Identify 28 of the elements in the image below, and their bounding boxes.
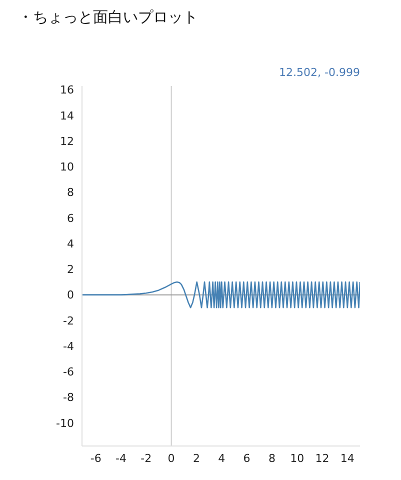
y-tick-label: -2 — [63, 314, 74, 328]
y-tick-label: 16 — [60, 84, 74, 97]
x-tick-label: 12 — [315, 452, 330, 465]
y-tick-label: 14 — [60, 109, 74, 122]
y-tick-label: -8 — [63, 391, 74, 404]
x-tick-label: 14 — [340, 452, 354, 465]
y-tick-label: 10 — [60, 160, 74, 174]
text: 12.502, -0.999 — [279, 66, 360, 79]
y-tick-label: 0 — [67, 288, 74, 302]
y-tick-label: -6 — [63, 366, 74, 379]
x-tick-label: 4 — [218, 452, 226, 465]
line-series — [82, 281, 360, 308]
x-tick-label: -6 — [90, 452, 102, 465]
y-tick-label: 2 — [67, 263, 74, 276]
y-tick-label: 4 — [67, 237, 74, 250]
y-tick-label: 8 — [67, 186, 74, 200]
x-tick-label: 6 — [243, 452, 250, 465]
y-tick-label: -10 — [56, 416, 74, 430]
x-tick-label: 0 — [168, 452, 175, 465]
x-tick-label: -2 — [140, 452, 152, 465]
x-tick-label: 10 — [290, 452, 304, 465]
chart-title: ・ちょっと面白いプロット — [18, 8, 198, 27]
x-tick-label: -4 — [116, 452, 126, 465]
x-tick-label: 8 — [268, 452, 276, 465]
y-tick-label: -4 — [63, 340, 74, 353]
y-tick-label: 12 — [60, 134, 74, 148]
x-tick-label: 2 — [192, 452, 200, 465]
y-tick-label: 6 — [67, 212, 74, 225]
